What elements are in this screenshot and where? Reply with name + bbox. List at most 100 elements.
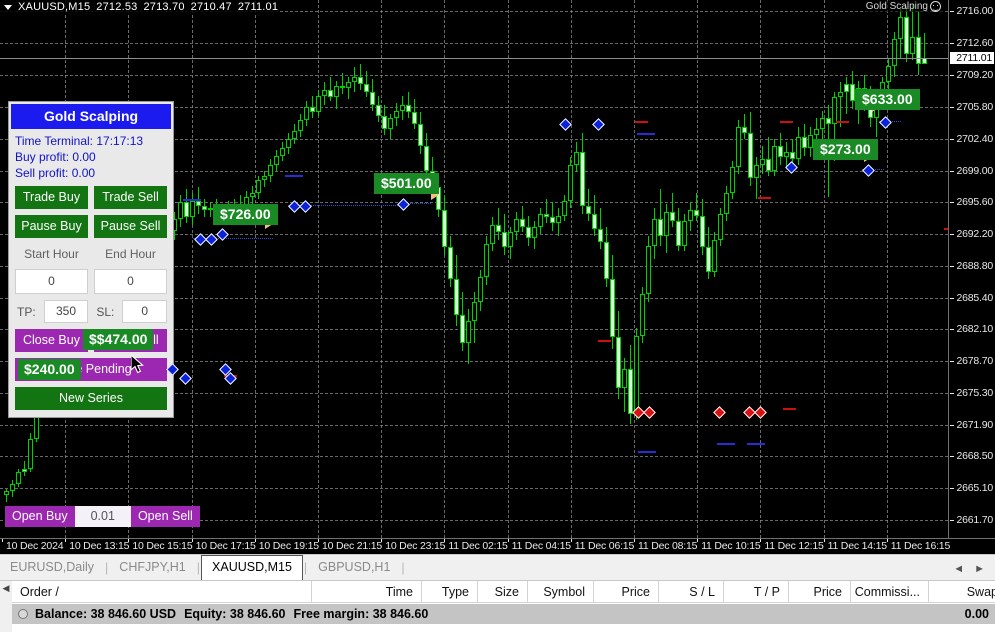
terminal-column-commissi-[interactable]: Commissi... <box>851 580 929 603</box>
pause-sell-button[interactable]: Pause Sell <box>94 215 167 238</box>
candle-body <box>657 219 663 237</box>
tab-separator: | <box>303 561 308 575</box>
time-axis-tick <box>381 539 383 542</box>
terminal-column-time[interactable]: Time <box>312 580 422 603</box>
sl-input[interactable]: 0 <box>122 300 167 323</box>
candle-body <box>783 151 789 158</box>
candlestick <box>315 0 321 538</box>
candlestick <box>825 0 831 538</box>
candle-body <box>291 131 297 139</box>
lot-size-input[interactable]: 0.01 <box>74 506 131 527</box>
candlestick <box>213 0 219 538</box>
tab-scroll-next-icon[interactable]: ► <box>974 563 985 575</box>
chart-tab-bar[interactable]: EURUSD,Daily | CHFJPY,H1 | XAUUSD,M15 | GBPUSD… <box>0 554 995 581</box>
candle-wick <box>839 82 841 128</box>
chart-tab-xauusd-m15[interactable]: XAUUSD,M15 <box>201 555 303 581</box>
candlestick <box>867 0 873 538</box>
candlestick <box>747 0 753 538</box>
candlestick <box>243 0 249 538</box>
time-axis-label: 10 Dec 15:15 <box>132 540 193 552</box>
candle-body <box>537 213 543 227</box>
candlestick <box>561 0 567 538</box>
triangle-down-icon[interactable] <box>4 4 12 10</box>
time-scale[interactable]: 10 Dec 2024 10 Dec 13:15 10 Dec 15:15 10 De… <box>0 538 995 554</box>
tp-input[interactable]: 350 <box>43 300 89 323</box>
candle-body <box>375 104 381 117</box>
candle-body <box>513 219 519 233</box>
chevron-left-icon[interactable]: ◀ <box>0 581 12 632</box>
price-axis-label: 2692.20 <box>950 228 993 240</box>
tab-scroll-nav[interactable]: ◄ ► <box>953 559 995 580</box>
pause-buy-button[interactable]: Pause Buy <box>15 215 88 238</box>
candle-wick <box>521 206 523 233</box>
buy-level-dash <box>183 199 201 201</box>
candlestick <box>441 0 447 538</box>
start-hour-input[interactable]: 0 <box>15 269 88 294</box>
balance-text: Balance: 38 846.60 USD <box>35 607 177 621</box>
terminal-column-t-p[interactable]: T / P <box>724 580 789 603</box>
candle-wick <box>341 73 343 94</box>
terminal-column-price[interactable]: Price <box>594 580 659 603</box>
time-axis-label: 11 Dec 08:15 <box>638 540 698 552</box>
terminal-column-swap[interactable]: Swap <box>929 581 995 603</box>
terminal-summary-row[interactable]: Balance: 38 846.60 USD Equity: 38 846.60… <box>12 604 995 624</box>
end-hour-input[interactable]: 0 <box>94 269 167 294</box>
chart-tab-chfjpy-h1[interactable]: CHFJPY,H1 <box>119 560 186 574</box>
candlestick <box>399 0 405 538</box>
candle-body <box>801 136 807 149</box>
terminal-column-s-l[interactable]: S / L <box>659 580 724 603</box>
candle-wick <box>347 76 349 100</box>
candle-body <box>681 221 687 246</box>
pause-buttons-row: Pause Buy Pause Sell <box>9 212 173 241</box>
tp-sl-row: TP: 350 SL: 0 <box>9 297 173 326</box>
trade-sell-button[interactable]: Trade Sell <box>94 186 167 209</box>
candlestick <box>849 0 855 538</box>
price-axis-label: 2688.80 <box>950 260 993 272</box>
candle-body <box>567 164 573 201</box>
terminal-column-symbol[interactable]: Symbol <box>528 580 594 603</box>
candle-body <box>753 164 759 179</box>
trade-buy-button[interactable]: Trade Buy <box>15 186 88 209</box>
candlestick <box>735 0 741 538</box>
tab-scroll-prev-icon[interactable]: ◄ <box>953 563 965 575</box>
new-series-button[interactable]: New Series <box>15 387 167 410</box>
indicator-name-label: Gold Scalping <box>863 1 943 12</box>
candlestick <box>297 0 303 538</box>
terminal-column-type[interactable]: Type <box>422 580 478 603</box>
open-sell-button[interactable]: Open Sell <box>130 506 200 527</box>
price-scale[interactable]: 2716.00 2712.60 2709.20 2705.80 2702.40 2699.… <box>948 0 995 538</box>
start-hour-label: Start Hour <box>24 247 79 261</box>
candlestick <box>819 0 825 538</box>
candlestick <box>903 0 909 538</box>
candlestick <box>267 0 273 538</box>
chart-tab-gbpusd-h1[interactable]: GBPUSD,H1 <box>318 560 391 574</box>
candle-body <box>885 65 891 83</box>
candle-body <box>693 209 699 216</box>
candle-body <box>669 211 675 222</box>
candlestick <box>219 0 225 538</box>
candlestick <box>3 0 9 538</box>
open-buy-button[interactable]: Open Buy <box>5 506 75 527</box>
candlestick <box>471 0 477 538</box>
candlestick <box>537 0 543 538</box>
time-axis-label: 11 Dec 12:15 <box>764 540 824 552</box>
open-order-strip[interactable]: Open Buy 0.01 Open Sell <box>5 506 200 527</box>
terminal-column-order-[interactable]: Order / <box>12 580 312 603</box>
terminal-column-size[interactable]: Size <box>478 580 528 603</box>
chart-area[interactable]: XAUUSD,M15 2712.53 2713.70 2710.47 2711.… <box>0 0 995 554</box>
candlestick <box>645 0 651 538</box>
candlestick <box>447 0 453 538</box>
price-axis-label: 2699.00 <box>950 165 993 177</box>
time-axis-tick <box>634 539 635 542</box>
candlestick <box>663 0 669 538</box>
candlestick <box>627 0 633 538</box>
terminal-column-price[interactable]: Price <box>789 580 851 603</box>
candle-wick <box>365 71 367 98</box>
candle-body <box>27 438 33 469</box>
chart-tab-eurusd-daily[interactable]: EURUSD,Daily <box>10 560 95 574</box>
candlestick <box>609 0 615 538</box>
close-buy-button[interactable]: Close Buy <box>15 329 88 352</box>
price-axis-label: 2702.40 <box>950 133 993 145</box>
